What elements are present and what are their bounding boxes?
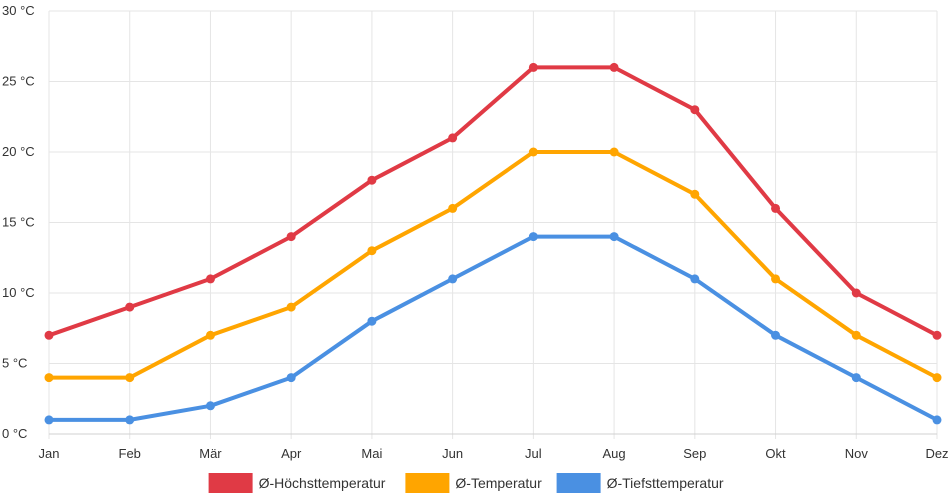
data-point[interactable] [932,373,942,383]
legend-swatch [208,473,253,493]
y-tick-label: 10 °C [2,285,35,300]
data-point[interactable] [771,330,781,340]
series-1 [44,147,942,383]
x-tick-label: Sep [683,446,706,461]
x-tick-label: Feb [119,446,141,461]
data-point[interactable] [448,133,458,143]
grid [48,10,938,439]
data-point[interactable] [609,147,619,157]
data-point[interactable] [851,288,861,298]
x-tick-label: Mai [361,446,382,461]
x-axis: Jan Feb Mär Apr Mai Jun Jul Aug Sep Okt Nov Dez [39,433,949,461]
data-point[interactable] [205,401,215,411]
data-point[interactable] [125,373,135,383]
x-tick-label: Jun [442,446,463,461]
x-tick-label: Dez [925,446,948,461]
data-point[interactable] [367,175,377,185]
data-point[interactable] [690,274,700,284]
legend-item[interactable]: Ø-Höchsttemperatur [208,473,386,493]
y-tick-label: 25 °C [2,74,35,89]
y-tick-label: 5 °C [2,356,27,371]
series-line [47,234,939,422]
x-tick-label: Nov [845,446,869,461]
y-tick-label: 20 °C [2,144,35,159]
data-point[interactable] [205,330,215,340]
data-point[interactable] [851,373,861,383]
x-tick-label: Jan [39,446,60,461]
data-point[interactable] [367,316,377,326]
data-point[interactable] [44,330,54,340]
data-point[interactable] [609,232,619,242]
data-point[interactable] [690,189,700,199]
data-point[interactable] [367,246,377,256]
x-tick-label: Jul [525,446,542,461]
data-point[interactable] [528,62,538,72]
data-point[interactable] [44,415,54,425]
legend-item[interactable]: Ø-Temperatur [405,473,542,493]
data-point[interactable] [528,232,538,242]
data-point[interactable] [609,62,619,72]
series-group [44,62,942,425]
data-point[interactable] [448,203,458,213]
data-point[interactable] [286,232,296,242]
legend[interactable]: Ø-Höchsttemperatur Ø-Temperatur Ø-Tiefstte… [208,473,724,493]
y-tick-label: 0 °C [2,426,27,441]
data-point[interactable] [286,373,296,383]
data-point[interactable] [448,274,458,284]
data-point[interactable] [851,330,861,340]
y-axis: 0 °C 5 °C 10 °C 15 °C 20 °C 25 °C 30 °C [2,3,35,441]
legend-label: Ø-Höchsttemperatur [259,475,386,491]
series-line [47,150,939,380]
data-point[interactable] [771,203,781,213]
data-point[interactable] [932,330,942,340]
data-point[interactable] [286,302,296,312]
series-0 [44,62,942,340]
legend-swatch [556,473,601,493]
data-point[interactable] [528,147,538,157]
data-point[interactable] [205,274,215,284]
x-tick-label: Mär [199,446,222,461]
legend-swatch [405,473,450,493]
data-point[interactable] [125,415,135,425]
data-point[interactable] [44,373,54,383]
legend-label: Ø-Temperatur [455,475,542,491]
data-point[interactable] [125,302,135,312]
series-2 [44,232,942,425]
legend-label: Ø-Tiefsttemperatur [607,475,724,491]
data-point[interactable] [932,415,942,425]
x-tick-label: Aug [603,446,626,461]
data-point[interactable] [771,274,781,284]
data-point[interactable] [690,105,700,115]
y-tick-label: 30 °C [2,3,35,18]
x-tick-label: Okt [765,446,786,461]
series-line [47,65,939,338]
legend-item[interactable]: Ø-Tiefsttemperatur [556,473,724,493]
y-tick-label: 15 °C [2,215,35,230]
x-tick-label: Apr [281,446,302,461]
